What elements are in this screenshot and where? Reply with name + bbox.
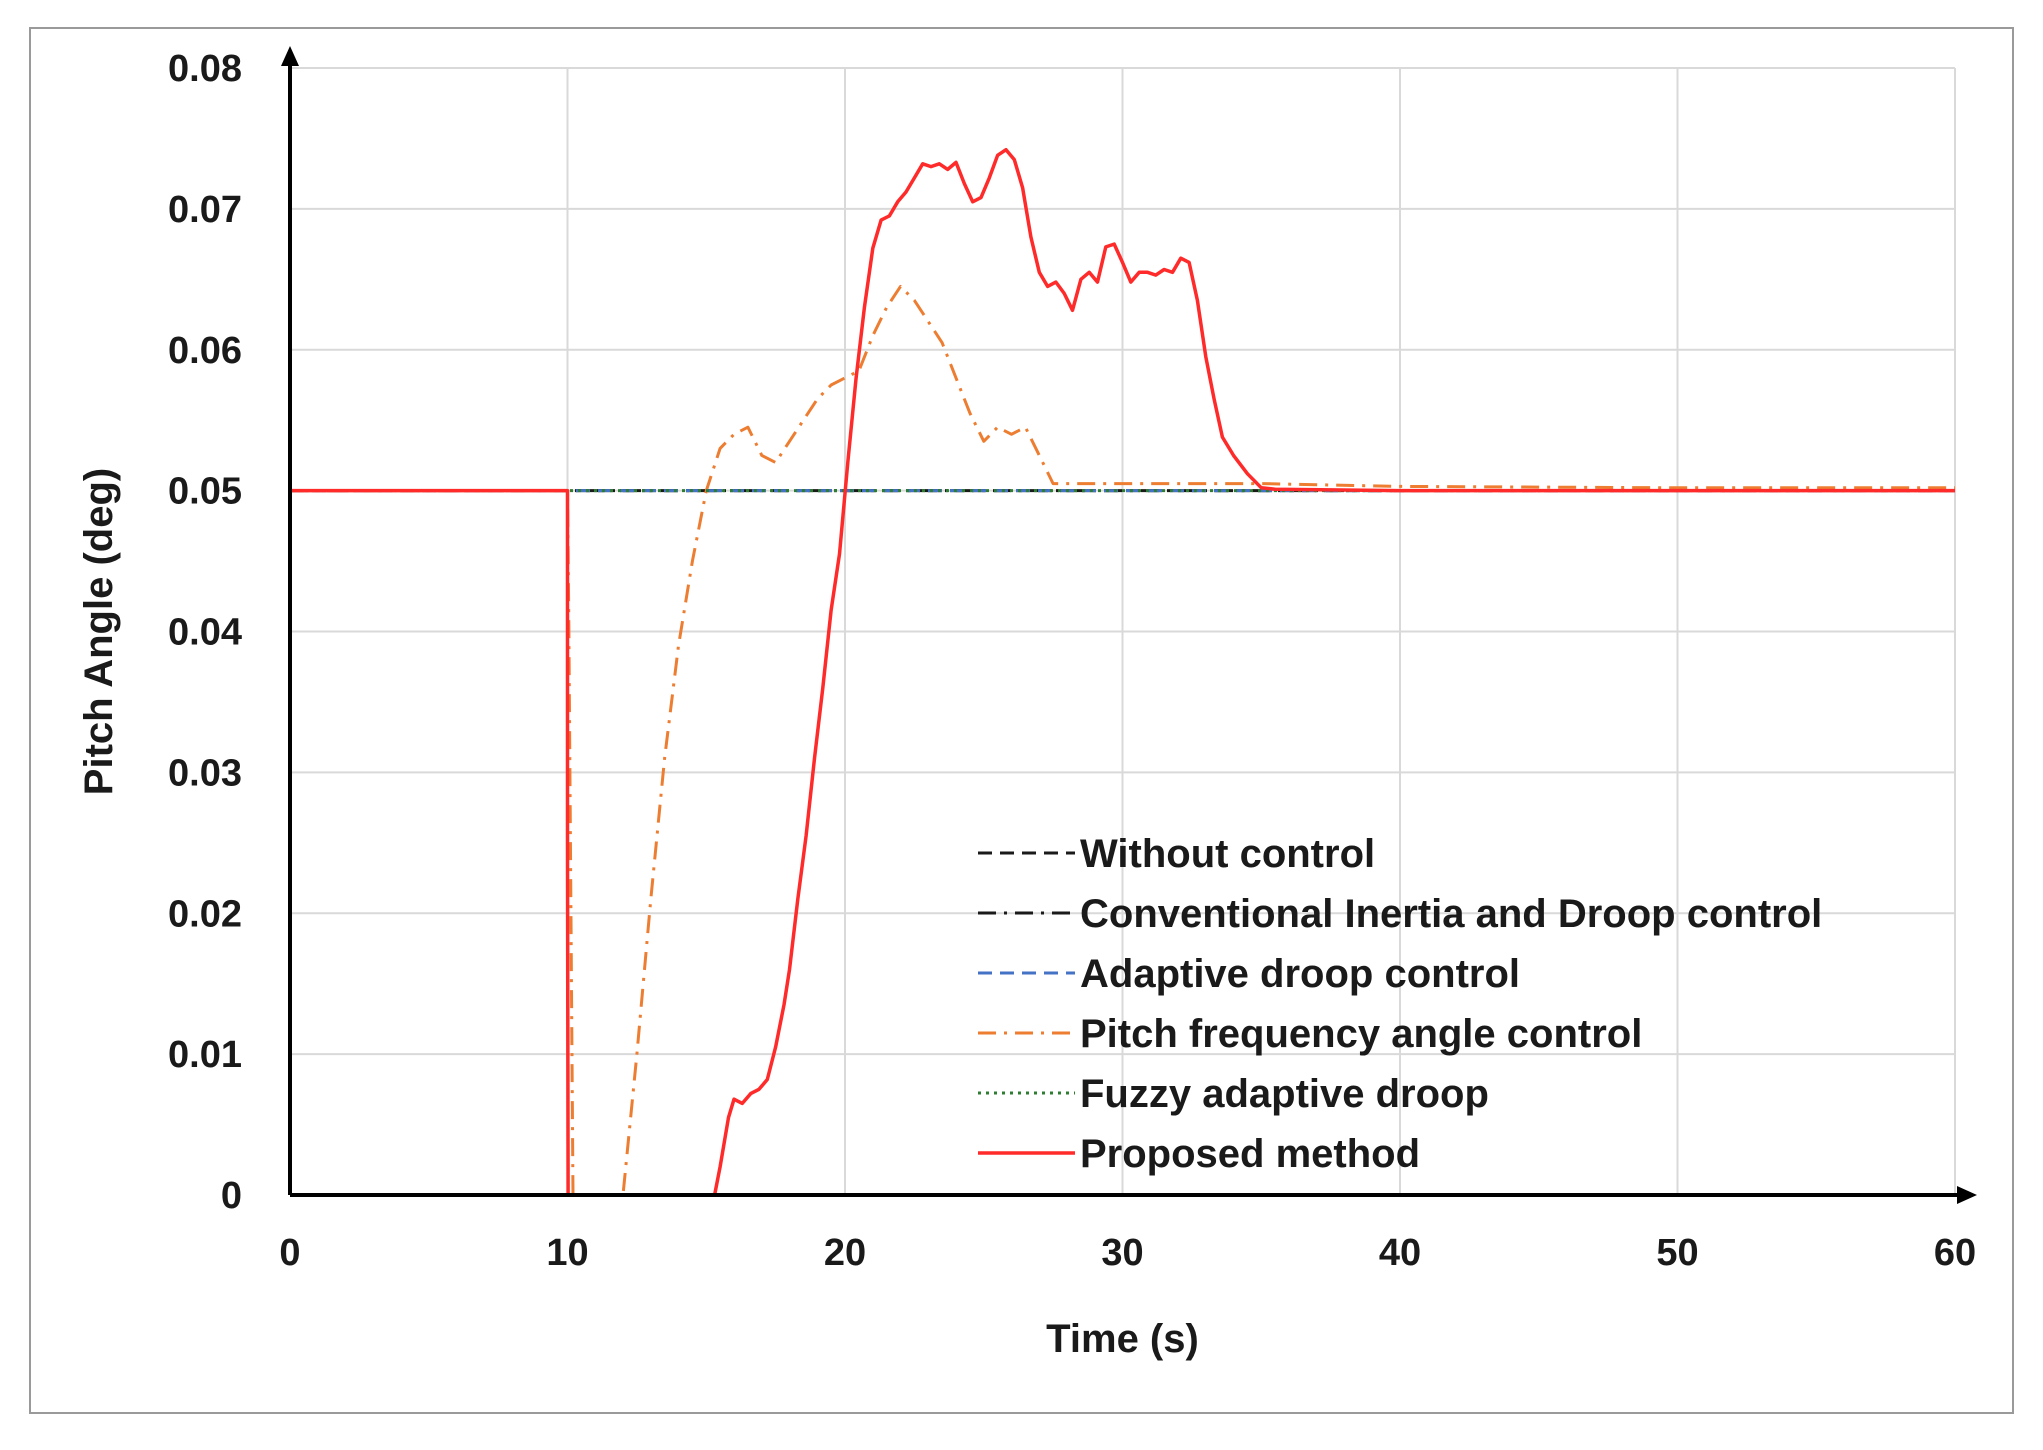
y-tick-label: 0.05 — [168, 471, 242, 513]
y-axis-arrow — [281, 46, 299, 66]
x-tick-label: 20 — [824, 1232, 866, 1274]
y-tick-label: 0.04 — [168, 612, 242, 654]
y-tick-label: 0.07 — [168, 189, 242, 231]
x-tick-label: 10 — [546, 1232, 588, 1274]
legend-label: Proposed method — [1080, 1132, 1420, 1176]
legend-label: Pitch frequency angle control — [1080, 1012, 1642, 1056]
y-tick-label: 0.02 — [168, 893, 242, 935]
plot-series — [290, 147, 1955, 1197]
legend-label: Conventional Inertia and Droop control — [1080, 892, 1822, 936]
series-line-pitch-frequency-angle-control — [290, 284, 1955, 1197]
axes — [281, 46, 1977, 1204]
tick-labels: 0 10 20 30 40 50 60 0 0.01 0.02 0.03 0.04 0.05 0.06 0.… — [168, 48, 1976, 1274]
chart-frame — [29, 27, 2014, 1414]
x-tick-label: 30 — [1101, 1232, 1143, 1274]
legend-label: Fuzzy adaptive droop — [1080, 1072, 1489, 1116]
x-tick-label: 0 — [279, 1232, 300, 1274]
x-tick-label: 50 — [1656, 1232, 1698, 1274]
x-tick-label: 40 — [1379, 1232, 1421, 1274]
legend: Without control Conventional Inertia and … — [978, 832, 1822, 1176]
y-tick-label: 0.06 — [168, 330, 242, 372]
x-axis-arrow — [1957, 1186, 1977, 1204]
y-tick-label: 0.08 — [168, 48, 242, 90]
legend-label: Without control — [1080, 832, 1375, 876]
y-tick-label: 0 — [221, 1175, 242, 1217]
legend-label: Adaptive droop control — [1080, 952, 1520, 996]
y-axis-title: Pitch Angle (deg) — [77, 468, 121, 795]
y-tick-label: 0.03 — [168, 752, 242, 794]
y-tick-label: 0.01 — [168, 1034, 242, 1076]
x-axis-title: Time (s) — [1046, 1317, 1199, 1361]
x-tick-label: 60 — [1934, 1232, 1976, 1274]
series-line-proposed-method — [290, 147, 1955, 1197]
